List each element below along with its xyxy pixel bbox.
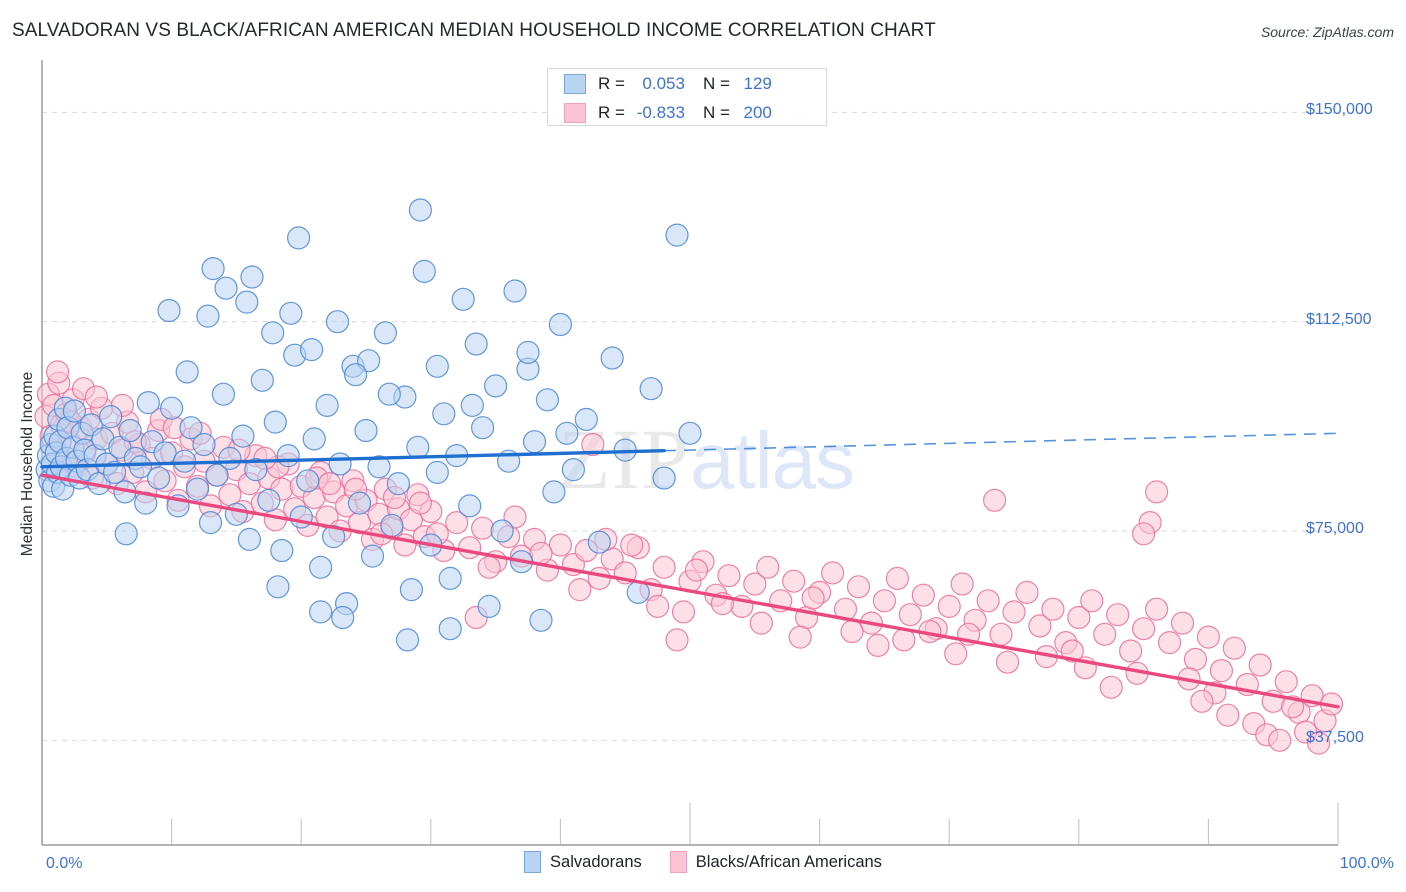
legend-label-blacks-african-americans: Blacks/African Americans <box>695 852 882 871</box>
legend-label-salvadorans: Salvadorans <box>550 852 642 871</box>
source-attribution: Source: ZipAtlas.com <box>1260 24 1394 40</box>
r-value-salvadorans: 0.053 <box>642 73 685 93</box>
r-label-blacks-african-americans: R = <box>598 102 625 122</box>
scatter-series-salvadorans <box>35 198 702 652</box>
series-swatch-salvadorans <box>564 73 586 94</box>
page-title: SALVADORAN VS BLACK/AFRICAN AMERICAN MED… <box>12 20 936 41</box>
stats-row-blacks-african-americans: R = -0.833 N = 200 <box>548 98 826 127</box>
scatter-series-blacks-african-americans <box>34 360 1344 755</box>
r-value-blacks-african-americans: -0.833 <box>636 102 685 122</box>
n-value-salvadorans: 129 <box>743 73 772 93</box>
legend-item-blacks-african-americans[interactable]: Blacks/African Americans <box>669 851 882 873</box>
x-axis-tick-max: 100.0% <box>1339 855 1394 872</box>
legend-swatch-blacks-african-americans <box>669 851 687 873</box>
y-axis-tick-150000: $150,000 <box>1306 101 1373 119</box>
stats-row-salvadorans: R = 0.053 N = 129 <box>548 69 826 98</box>
y-axis-tick-112500: $112,500 <box>1306 310 1372 328</box>
x-axis-tick-min: 0.0% <box>46 855 83 872</box>
n-label-blacks-african-americans: N = <box>702 102 730 122</box>
n-label-salvadorans: N = <box>702 73 730 93</box>
legend-item-salvadorans[interactable]: Salvadorans <box>524 851 642 873</box>
n-value-blacks-african-americans: 200 <box>743 102 772 122</box>
y-axis-tick-37500: $37,500 <box>1306 729 1364 747</box>
y-axis-tick-75000: $75,000 <box>1306 520 1364 537</box>
legend-swatch-salvadorans <box>524 851 542 873</box>
correlation-stats-box: R = 0.053 N = 129 R = -0.833 N = 200 <box>547 68 827 126</box>
y-axis-title: Median Household Income <box>19 371 36 557</box>
r-label-salvadorans: R = <box>598 73 625 93</box>
chart-legend: Salvadorans Blacks/African Americans <box>0 851 1406 873</box>
series-swatch-blacks-african-americans <box>564 102 586 123</box>
